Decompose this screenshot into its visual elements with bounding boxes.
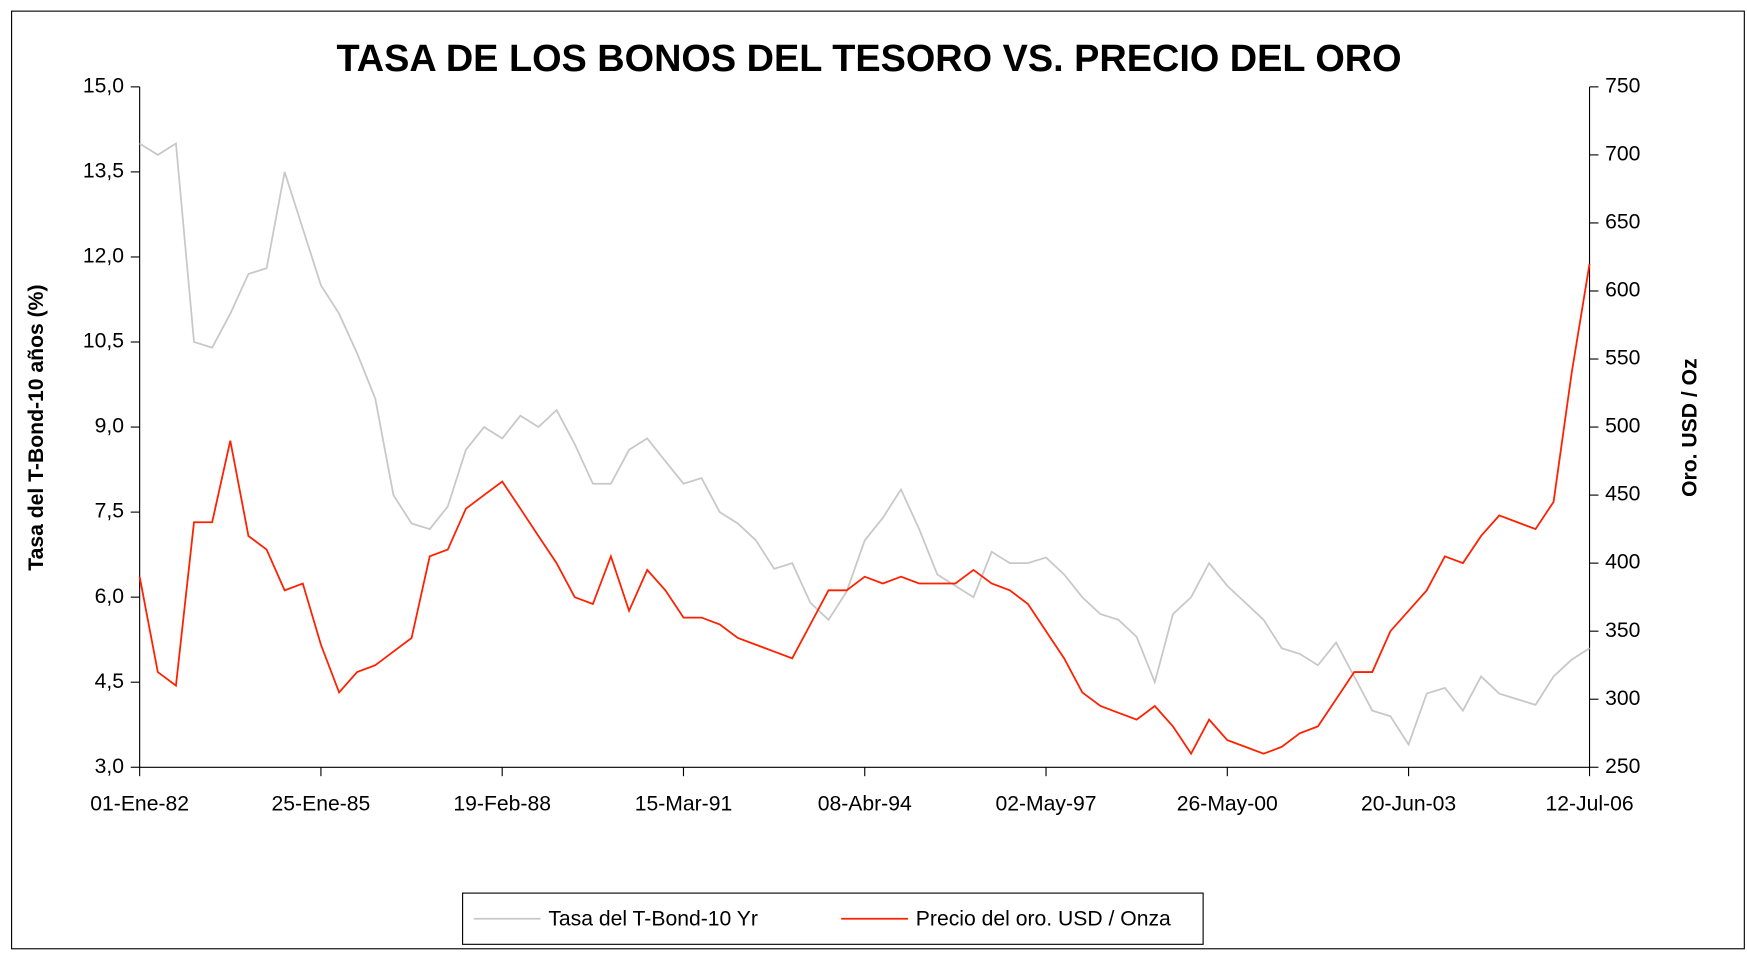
data-line xyxy=(139,142,1591,747)
legend-box xyxy=(462,892,1204,945)
y-tick-label: 13,5 xyxy=(83,160,124,183)
x-tick-label: 02-May-97 xyxy=(995,793,1096,816)
x-tick-label: 20-Jun-03 xyxy=(1361,793,1456,816)
y2-tick-label: 250 xyxy=(1605,755,1640,778)
y2-tick-label: 600 xyxy=(1605,279,1640,302)
y2-tick-label: 700 xyxy=(1605,142,1640,165)
y-tick-label: 4,5 xyxy=(95,670,124,693)
y2-tick-label: 300 xyxy=(1605,687,1640,710)
y-axis-label: Tasa del T-Bond-10 años (%) xyxy=(25,284,48,570)
data-line xyxy=(138,263,1591,756)
y2-tick-label: 500 xyxy=(1605,415,1640,438)
x-tick-label: 26-May-00 xyxy=(1177,793,1278,816)
y2-tick-label: 750 xyxy=(1605,74,1640,97)
y-tick-label: 6,0 xyxy=(95,585,124,608)
y2-tick-label: 350 xyxy=(1605,619,1640,642)
y2-axis-label: Oro. USD / Oz xyxy=(1678,358,1701,497)
y2-tick-label: 450 xyxy=(1605,483,1640,506)
y-tick-label: 12,0 xyxy=(83,245,124,268)
x-tick-label: 25-Ene-85 xyxy=(272,793,371,816)
x-tick-label: 01-Ene-82 xyxy=(90,793,189,816)
chart-frame xyxy=(11,10,1745,950)
x-tick-label: 19-Feb-88 xyxy=(453,793,551,816)
y-tick-label: 7,5 xyxy=(95,500,124,523)
x-tick-label: 15-Mar-91 xyxy=(635,793,733,816)
y-tick-label: 3,0 xyxy=(95,755,124,778)
y2-tick-label: 650 xyxy=(1605,211,1640,234)
legend-label: Precio del oro. USD / Onza xyxy=(916,907,1171,930)
x-tick-label: 12-Jul-06 xyxy=(1545,793,1633,816)
y2-tick-label: 550 xyxy=(1605,347,1640,370)
y-tick-label: 9,0 xyxy=(95,415,124,438)
x-tick-label: 08-Abr-94 xyxy=(818,793,912,816)
legend-label: Tasa del T-Bond-10 Yr xyxy=(548,907,758,930)
y-tick-label: 10,5 xyxy=(83,330,124,353)
y2-tick-label: 400 xyxy=(1605,551,1640,574)
chart-title: TASA DE LOS BONOS DEL TESORO VS. PRECIO … xyxy=(336,38,1401,80)
y-tick-label: 15,0 xyxy=(83,74,124,97)
